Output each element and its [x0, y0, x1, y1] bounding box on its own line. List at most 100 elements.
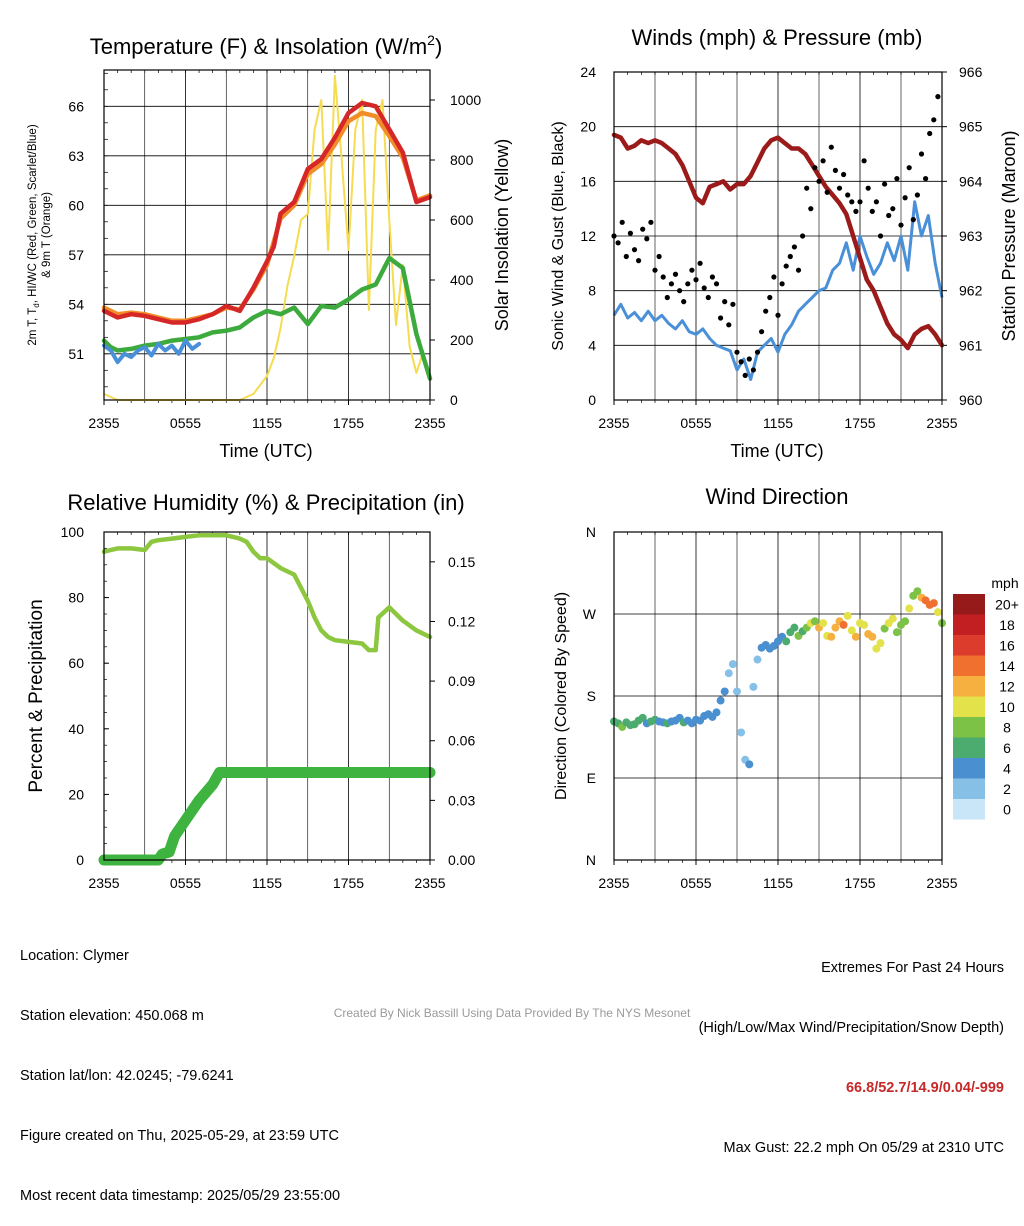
gust-point	[619, 219, 625, 225]
gust-point	[705, 294, 711, 301]
gust-point	[730, 301, 736, 307]
y-tick-label: E	[587, 770, 596, 786]
chart-title: Temperature (F) & Insolation (W/m2)	[90, 32, 443, 59]
gust-point	[697, 260, 703, 266]
gust-point	[804, 185, 810, 191]
gust-point	[877, 233, 884, 239]
direction-point	[716, 696, 725, 705]
gust-point	[845, 192, 851, 198]
gust-point	[865, 185, 871, 191]
colorbar-label: 20+	[995, 596, 1019, 612]
y-tick-label: 0	[76, 852, 84, 868]
gust-point	[652, 267, 658, 273]
x-tick-label: 2355	[926, 415, 957, 431]
humidity-panel: Relative Humidity (%) & Precipitation (i…	[26, 490, 475, 891]
direction-point	[724, 669, 733, 678]
y-axis-label-left: Direction (Colored By Speed)	[553, 592, 570, 800]
series-line-t-d	[101, 255, 433, 381]
direction-point	[733, 687, 741, 696]
gust-point	[640, 226, 646, 232]
gust-point	[857, 199, 863, 205]
gust-point	[718, 315, 724, 321]
direction-point	[728, 660, 737, 669]
plot-frame	[103, 69, 431, 401]
colorbar-swatch	[953, 655, 985, 676]
series-line-pressure	[611, 132, 945, 351]
gust-point	[882, 181, 888, 187]
direction-point	[827, 632, 836, 641]
gust-point	[791, 244, 798, 250]
x-axis-label: Time (UTC)	[219, 441, 312, 461]
series-line-2m-t	[101, 100, 433, 325]
direction-point	[876, 639, 885, 648]
gust-point	[812, 165, 818, 171]
y-tick-label-right: 400	[450, 272, 474, 288]
elevation-text: Station elevation: 450.068 m	[20, 1008, 204, 1024]
colorbar-title: mph	[991, 575, 1018, 591]
y-tick-label-right: 600	[450, 212, 474, 228]
y-tick-label-right: 1000	[450, 92, 481, 108]
gust-point	[754, 349, 761, 355]
gust-point	[910, 217, 916, 223]
gust-point	[681, 299, 687, 305]
x-tick-label: 2355	[88, 875, 119, 891]
x-tick-label: 1155	[763, 415, 793, 431]
gust-point	[828, 144, 834, 150]
direction-point	[933, 608, 942, 617]
gust-point	[906, 165, 912, 171]
gust-point	[820, 158, 826, 164]
colorbar-label: 4	[1003, 760, 1011, 776]
gust-point	[886, 212, 892, 219]
gust-point	[636, 258, 642, 264]
gust-point	[890, 206, 896, 212]
gust-point	[709, 274, 716, 280]
colorbar-swatch	[953, 778, 985, 799]
gust-point	[763, 308, 769, 314]
direction-point	[880, 624, 889, 633]
y-tick-label: 4	[588, 337, 596, 353]
y-tick-label: 60	[68, 655, 84, 671]
y-axis-label-left: Percent & Precipitation	[26, 599, 47, 792]
x-tick-label: 1155	[252, 415, 282, 431]
gust-point	[935, 94, 941, 100]
x-tick-label: 0555	[170, 875, 201, 891]
x-tick-label: 1755	[333, 875, 364, 891]
latlon-text: Station lat/lon: 42.0245; -79.6241	[20, 1068, 234, 1084]
y-tick-label-right: 0	[450, 392, 458, 408]
direction-point	[753, 655, 762, 664]
y-tick-label: 54	[68, 296, 84, 312]
y-tick-label: 20	[580, 119, 596, 135]
gust-point	[898, 222, 904, 228]
colorbar-label: 2	[1003, 781, 1011, 797]
gust-point	[631, 247, 638, 253]
direction-point	[847, 626, 856, 635]
gust-point	[722, 299, 728, 305]
gust-point	[894, 176, 900, 182]
winds-panel: Winds (mph) & Pressure (mb) Time (UTC) S…	[550, 25, 1019, 461]
gust-point	[615, 240, 621, 246]
y-tick-label: 40	[68, 721, 84, 737]
y-tick-label-right: 0.06	[448, 733, 475, 749]
figure: Temperature (F) & Insolation (W/m2) Time…	[26, 25, 1019, 891]
x-tick-label: 1155	[763, 875, 793, 891]
y-tick-label-right: 200	[450, 332, 474, 348]
colorbar-swatch	[953, 594, 985, 615]
x-axis-label: Time (UTC)	[730, 441, 823, 461]
location-text: Location: Clymer	[20, 948, 129, 964]
gust-point	[713, 281, 720, 287]
gust-point	[824, 189, 830, 195]
extremes-title: Extremes For Past 24 Hours	[821, 960, 1004, 976]
y-tick-label: S	[587, 688, 596, 704]
series-line-wind	[612, 200, 944, 381]
x-tick-label: 2355	[926, 875, 957, 891]
gust-point	[738, 359, 744, 365]
y-tick-label-right: 0.15	[448, 554, 475, 570]
direction-point	[737, 728, 746, 737]
recent-data-text: Most recent data timestamp: 2025/05/29 2…	[20, 1188, 341, 1204]
plot-frame	[103, 531, 431, 861]
credit-text: Created By Nick Bassill Using Data Provi…	[333, 1006, 691, 1020]
chart-title: Winds (mph) & Pressure (mb)	[632, 25, 923, 50]
gust-point	[693, 277, 699, 283]
direction-point	[749, 682, 758, 691]
series-line-hi-wc	[102, 338, 202, 365]
